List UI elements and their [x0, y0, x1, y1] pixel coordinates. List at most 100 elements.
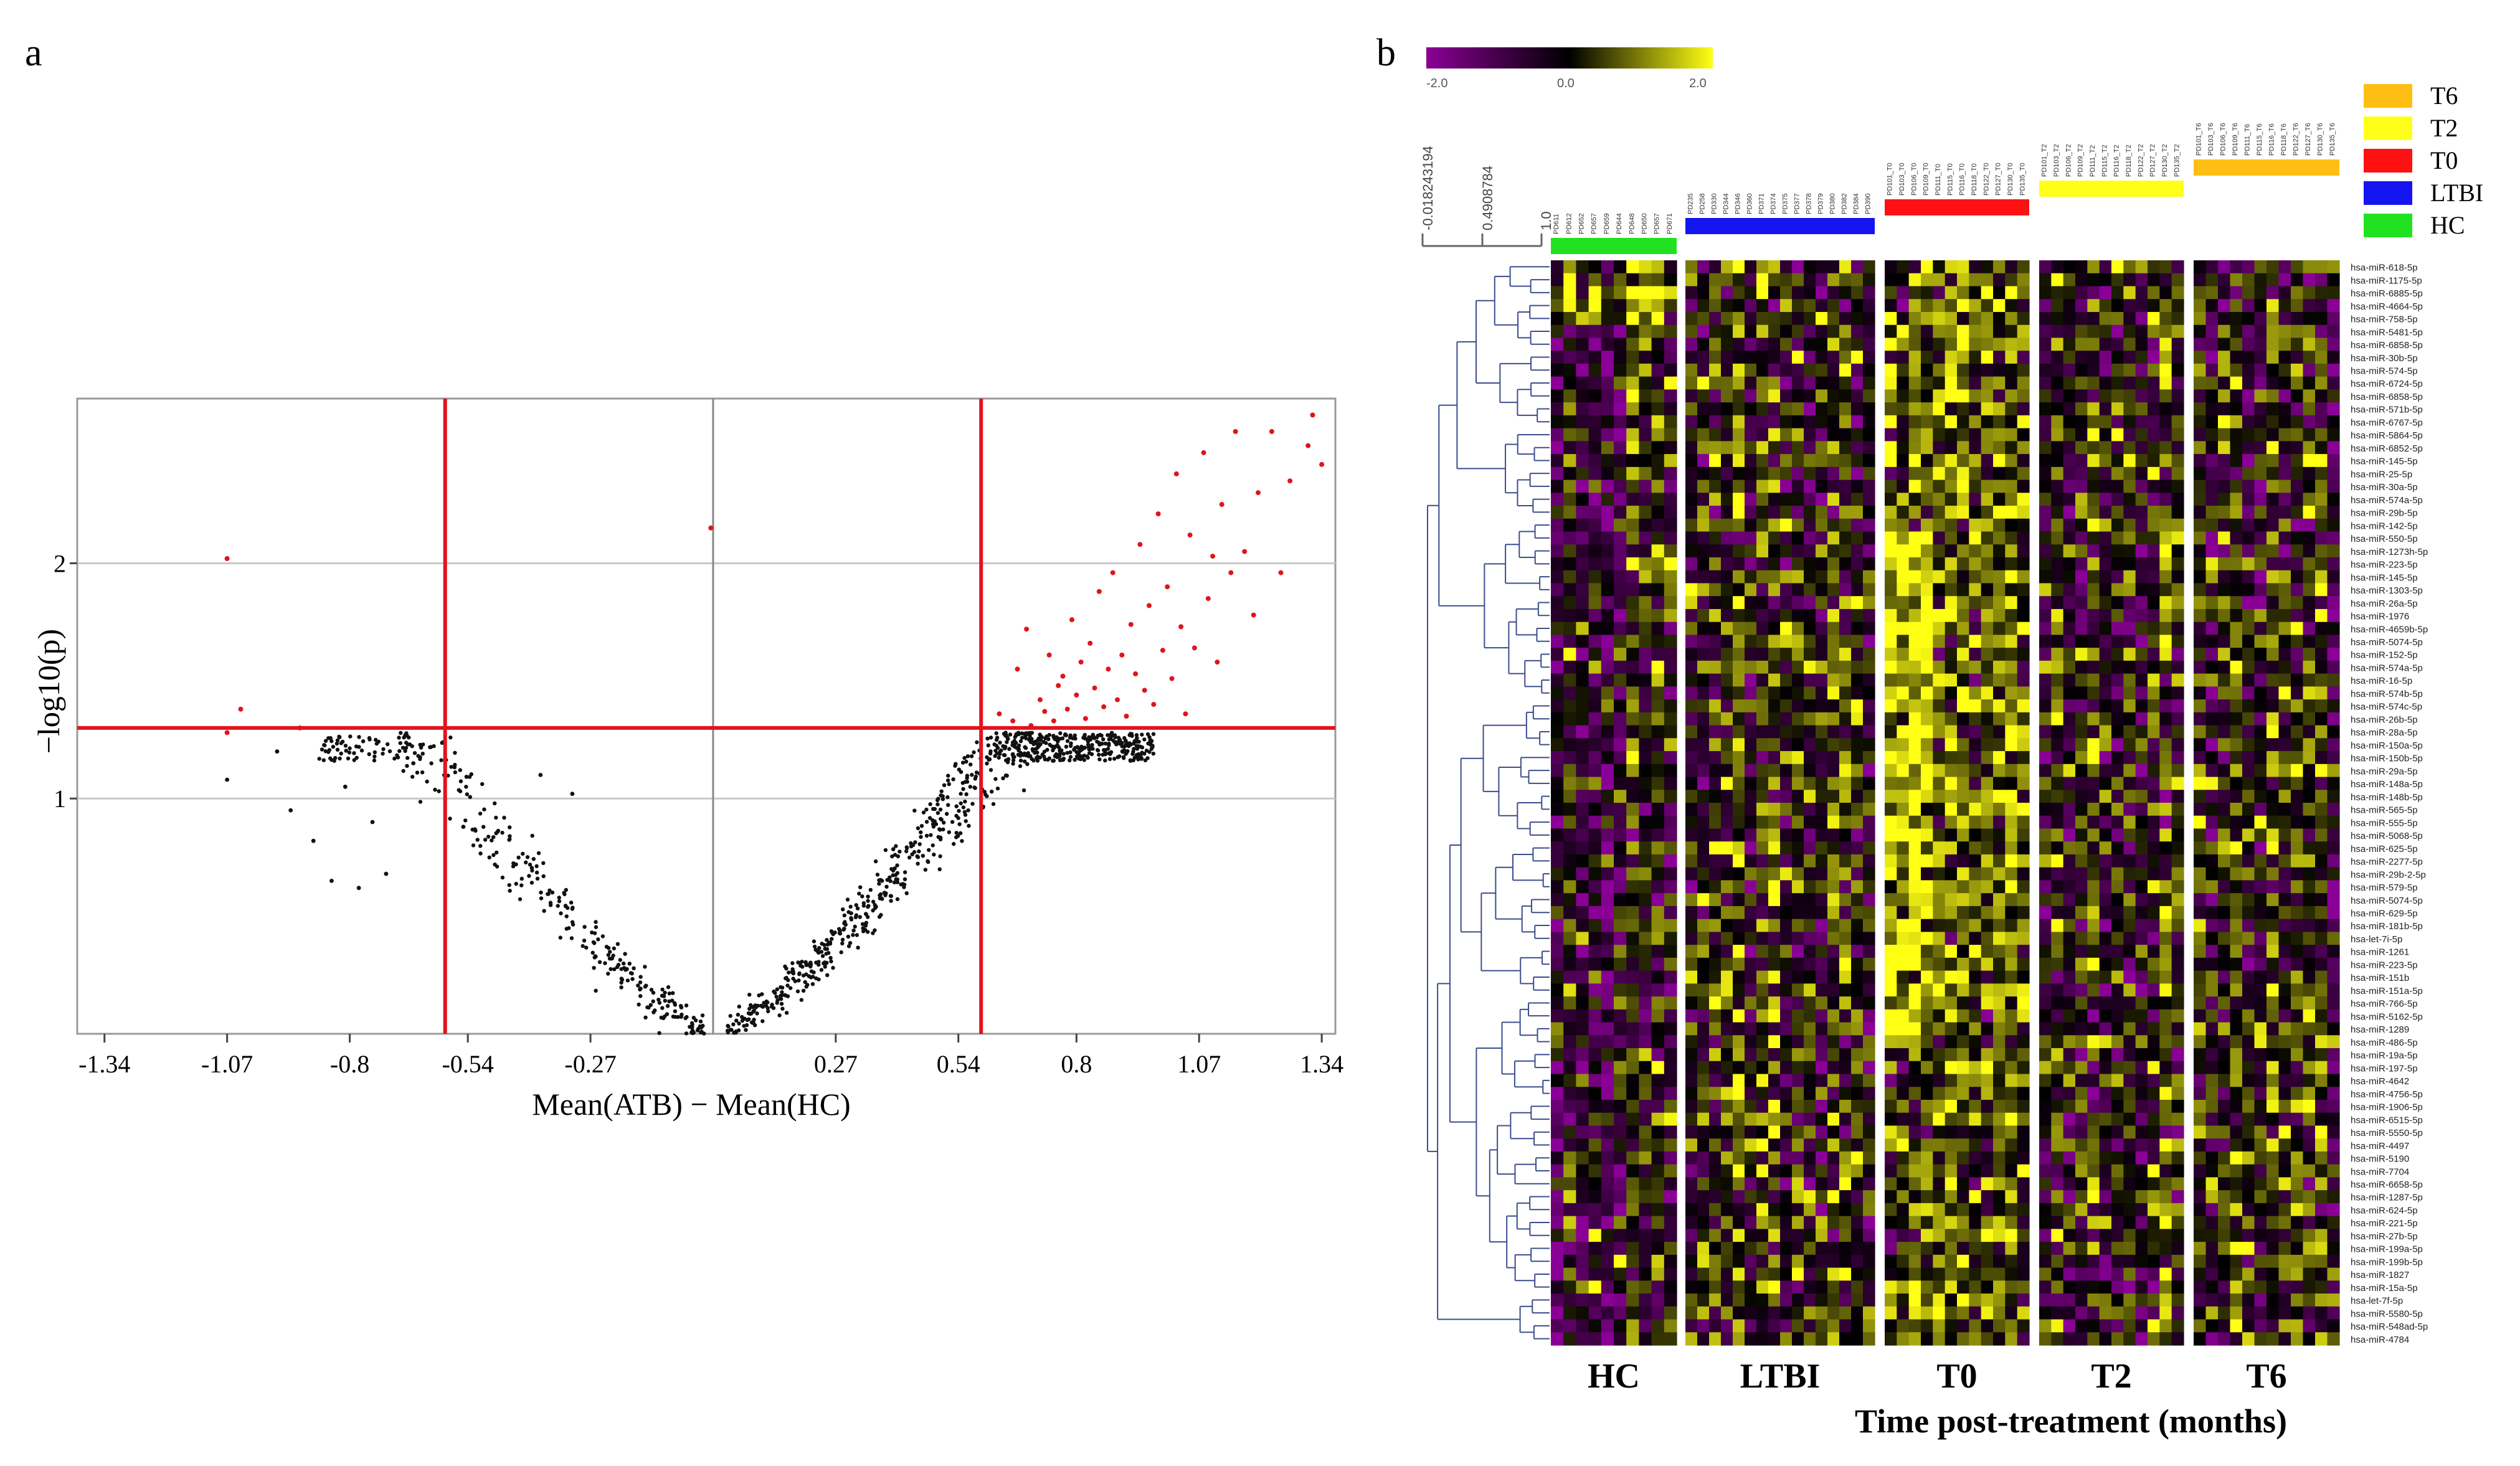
data-point: [666, 985, 671, 990]
significant-point: [1165, 584, 1170, 590]
heatmap-cell: [1697, 622, 1710, 636]
heatmap-cell: [1804, 1138, 1816, 1152]
heatmap-cell: [1626, 1242, 1639, 1256]
heatmap-cell: [1897, 583, 1910, 597]
data-point: [765, 1006, 770, 1010]
data-point: [493, 863, 497, 867]
heatmap-cell: [1664, 1035, 1677, 1049]
heatmap-cell: [2051, 1190, 2064, 1204]
data-point: [1042, 749, 1047, 754]
heatmap-cell: [1816, 311, 1828, 326]
heatmap-cell: [1639, 803, 1652, 816]
heatmap-cell: [1697, 273, 1710, 287]
data-point: [938, 807, 943, 812]
heatmap-cell: [1969, 1254, 1982, 1269]
heatmap-cell: [1601, 415, 1614, 429]
heatmap-cell: [2017, 919, 2030, 932]
heatmap-cell: [1563, 660, 1576, 674]
heatmap-cell: [1933, 260, 1946, 274]
heatmap-cell: [1685, 557, 1698, 571]
heatmap-cell: [1639, 1280, 1652, 1294]
heatmap-cell: [1745, 1242, 1757, 1256]
data-point: [1124, 739, 1128, 743]
heatmap-cell: [1851, 648, 1864, 661]
heatmap-cell: [1897, 376, 1910, 390]
heatmap-cell: [1768, 673, 1781, 687]
heatmap-cell: [1756, 1216, 1769, 1229]
heatmap-cell: [1685, 622, 1698, 636]
heatmap-cell: [1957, 531, 1969, 545]
heatmap-cell: [1626, 622, 1639, 636]
heatmap-cell: [1626, 1022, 1639, 1036]
heatmap-cell: [1933, 480, 1946, 493]
heatmap-cell: [1563, 1074, 1576, 1087]
heatmap-cell: [1897, 428, 1910, 442]
heatmap-cell: [1626, 596, 1639, 610]
heatmap-cell: [1981, 1242, 1994, 1256]
data-point: [1028, 754, 1033, 759]
heatmap-cell: [1827, 841, 1840, 855]
heatmap-cell: [1851, 338, 1864, 351]
heatmap-cell: [1626, 273, 1639, 287]
heatmap-cell: [1768, 518, 1781, 532]
heatmap-cell: [1745, 828, 1757, 842]
heatmap-cell: [1588, 286, 1602, 300]
heatmap-cell: [1756, 686, 1769, 700]
heatmap-cell: [1721, 1203, 1733, 1217]
heatmap-cell: [1957, 699, 1969, 713]
heatmap-cell: [1921, 1267, 1933, 1281]
data-point: [737, 1021, 741, 1026]
data-point: [400, 745, 405, 750]
heatmap-cell: [1768, 1009, 1781, 1023]
heatmap-cell: [1588, 376, 1602, 390]
heatmap-cell: [2005, 712, 2018, 726]
heatmap-cell: [1921, 1229, 1933, 1242]
heatmap-cell: [2051, 531, 2064, 545]
heatmap-cell: [1563, 996, 1576, 1010]
heatmap-cell: [1839, 983, 1852, 997]
heatmap-cell: [1745, 648, 1757, 661]
heatmap-cell: [1957, 828, 1969, 842]
heatmap-cell: [1897, 854, 1910, 868]
heatmap-cell: [2039, 945, 2052, 958]
data-point: [478, 811, 483, 816]
heatmap-cell: [1969, 466, 1982, 481]
heatmap-cell: [1933, 1074, 1946, 1087]
heatmap-cell: [1944, 1332, 1958, 1346]
heatmap-cell: [1721, 996, 1733, 1010]
data-point: [860, 922, 865, 927]
heatmap-cell: [1614, 428, 1627, 442]
heatmap-cell: [1839, 454, 1852, 468]
heatmap-cell: [1651, 919, 1665, 932]
heatmap-cell: [1588, 1280, 1602, 1294]
heatmap-cell: [1639, 1022, 1652, 1036]
heatmap-cell: [2039, 777, 2052, 790]
heatmap-cell: [1639, 1138, 1652, 1152]
heatmap-cell: [1685, 338, 1698, 351]
heatmap-cell: [1969, 1267, 1982, 1281]
data-point: [590, 930, 594, 935]
heatmap-cell: [1804, 919, 1816, 932]
data-point: [1020, 731, 1024, 735]
heatmap-cell: [1685, 1125, 1698, 1139]
heatmap-cell: [1969, 1280, 1982, 1294]
heatmap-cell: [1839, 945, 1852, 958]
heatmap-cell: [1993, 1009, 2006, 1023]
heatmap-cell: [1897, 1177, 1910, 1191]
heatmap-cell: [2051, 660, 2064, 674]
heatmap-cell: [1601, 803, 1614, 816]
heatmap-cell: [2005, 583, 2018, 597]
heatmap-cell: [1885, 402, 1897, 416]
heatmap-cell: [1745, 454, 1757, 468]
data-point: [1068, 755, 1073, 759]
heatmap-cell: [1981, 1138, 1994, 1152]
heatmap-cell: [1839, 402, 1852, 416]
heatmap-cell: [1908, 764, 1921, 778]
heatmap-cell: [1685, 880, 1698, 894]
heatmap-cell: [1885, 518, 1897, 532]
heatmap-cell: [1993, 893, 2006, 907]
heatmap-cell: [1576, 1112, 1589, 1127]
heatmap-cell: [1780, 531, 1793, 545]
heatmap-cell: [1885, 854, 1897, 868]
